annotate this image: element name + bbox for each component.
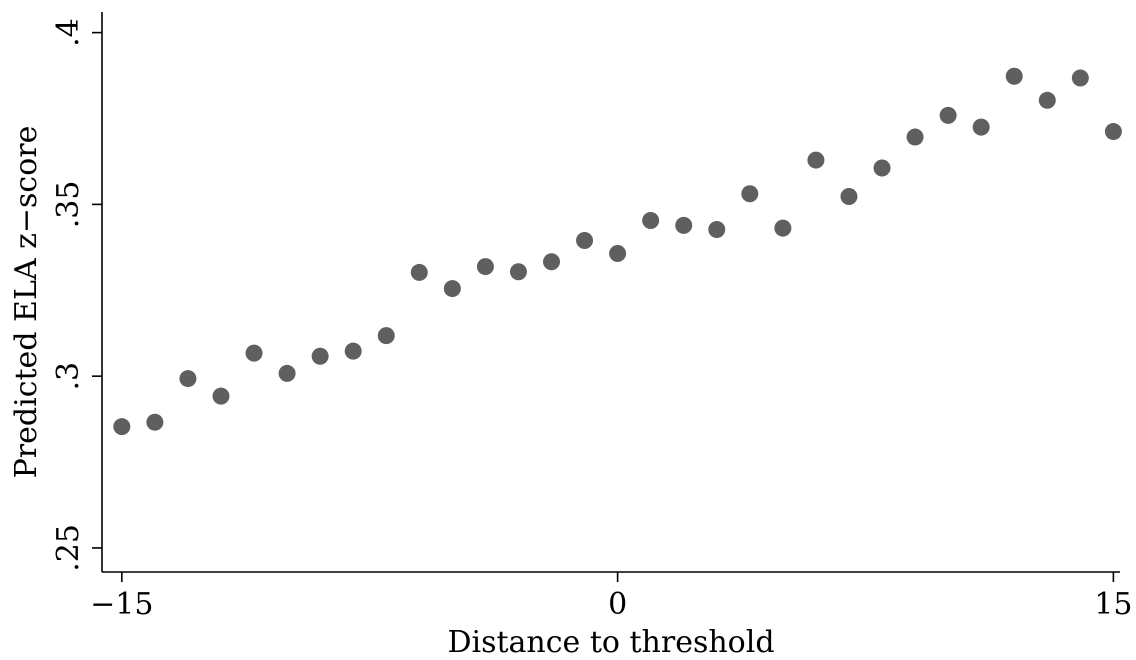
scatter-point [807, 151, 825, 169]
scatter-point [1005, 67, 1023, 85]
x-tick-label: −15 [90, 587, 153, 622]
x-axis-title: Distance to threshold [447, 625, 774, 660]
scatter-point [741, 185, 759, 203]
scatter-point [344, 342, 362, 360]
scatter-point [939, 106, 957, 124]
scatter-point [245, 344, 263, 362]
x-tick-label: 15 [1094, 587, 1132, 622]
scatter-point [642, 212, 660, 230]
y-tick-label: .35 [51, 181, 86, 229]
x-axis: −15 0 15 [90, 571, 1132, 622]
y-tick-label: .4 [51, 18, 86, 47]
scatter-point [377, 327, 395, 345]
scatter-point [675, 216, 693, 234]
scatter-point [278, 364, 296, 382]
scatter-point [311, 347, 329, 365]
scatter-point [543, 253, 561, 271]
scatter-point [1104, 123, 1122, 141]
scatter-point [146, 413, 164, 431]
y-tick-label: .25 [51, 524, 86, 572]
y-axis-title: Predicted ELA z−score [9, 126, 44, 479]
scatter-point [410, 263, 428, 281]
y-tick-label: .3 [51, 362, 86, 391]
scatter-point [840, 187, 858, 205]
data-points [113, 67, 1122, 436]
scatter-point [1038, 91, 1056, 109]
scatter-point [972, 118, 990, 136]
scatter-point [873, 159, 891, 177]
scatter-point [113, 418, 131, 436]
scatter-point [509, 263, 527, 281]
y-axis: .25 .3 .35 .4 [51, 12, 103, 572]
scatter-point [1071, 69, 1089, 87]
scatter-point [212, 387, 230, 405]
scatter-point [179, 370, 197, 388]
scatter-point [774, 219, 792, 237]
scatter-point [476, 258, 494, 276]
scatter-point [609, 245, 627, 263]
scatter-point [708, 220, 726, 238]
scatter-point [443, 280, 461, 298]
x-tick-label: 0 [608, 587, 627, 622]
scatter-point [906, 128, 924, 146]
scatter-point [576, 231, 594, 249]
